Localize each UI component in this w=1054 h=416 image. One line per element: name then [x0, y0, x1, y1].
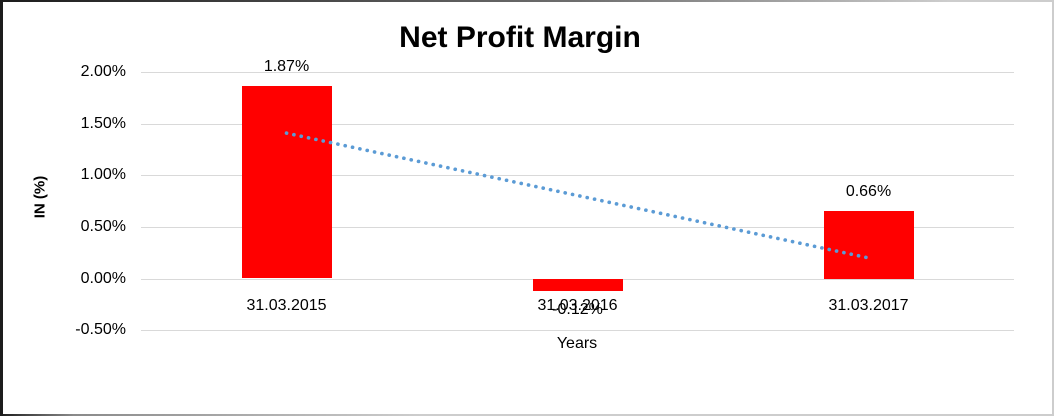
- data-label: 1.87%: [263, 57, 310, 75]
- y-tick-label: -0.50%: [75, 321, 126, 339]
- chart-title: Net Profit Margin: [399, 21, 641, 54]
- x-tick-label: 31.03.2016: [537, 297, 618, 314]
- frame-border-left: [0, 0, 3, 416]
- y-tick-label: 2.00%: [80, 63, 126, 81]
- gridline: [141, 330, 1014, 332]
- gridline: [141, 72, 1014, 74]
- bar: [823, 210, 914, 279]
- frame-border-bottom: [0, 414, 1054, 416]
- bar: [532, 278, 623, 291]
- x-axis-title: Years: [556, 335, 598, 352]
- frame-border-top: [0, 0, 1054, 2]
- frame-border-right: [1052, 0, 1054, 416]
- data-label: -0.12%: [552, 300, 603, 318]
- y-tick-label: 1.00%: [80, 166, 126, 184]
- data-label: 0.66%: [845, 182, 892, 200]
- y-tick-label: 1.50%: [80, 114, 126, 132]
- gridline: [141, 123, 1014, 125]
- bar: [241, 85, 332, 279]
- x-tick-label: 31.03.2015: [246, 297, 327, 314]
- y-tick-label: 0.50%: [80, 217, 126, 235]
- y-tick-label: 0.00%: [80, 269, 126, 287]
- x-tick-label: 31.03.2017: [828, 297, 909, 314]
